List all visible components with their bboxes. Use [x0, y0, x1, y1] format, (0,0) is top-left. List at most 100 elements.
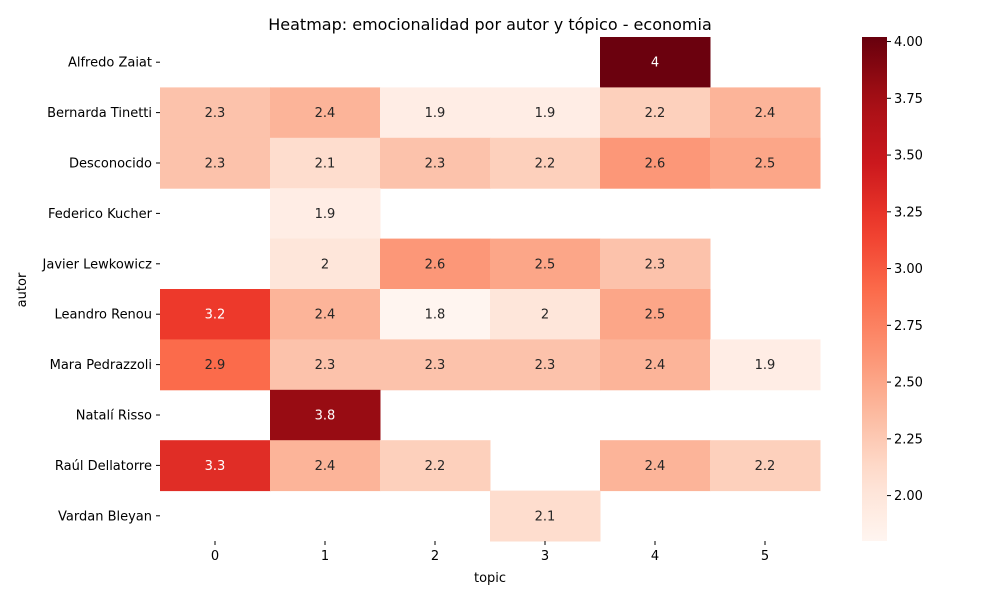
cell-value-label: 1.8	[425, 308, 446, 323]
heatmap-cell	[270, 238, 381, 290]
heatmap-cell	[600, 339, 711, 391]
y-tick-label: Natalí Risso	[76, 409, 152, 424]
x-tick-label: 1	[321, 549, 329, 564]
cell-value-label: 2.3	[425, 358, 446, 373]
cell-value-label: 2.5	[755, 157, 776, 172]
colorbar-gradient	[862, 37, 887, 541]
heatmap-cell	[270, 289, 381, 340]
cell-value-label: 2.3	[645, 257, 666, 272]
cell-value-label: 2.3	[315, 358, 336, 373]
cell-value-label: 2.2	[755, 459, 776, 474]
colorbar-tick-label: 3.25	[894, 205, 923, 220]
cell-value-label: 2.4	[315, 308, 336, 323]
cell-value-label: 2.2	[425, 459, 446, 474]
y-axis-label: autor	[15, 272, 30, 307]
y-tick-label: Leandro Renou	[55, 308, 153, 323]
heatmap-cell	[490, 490, 601, 542]
cell-value-label: 1.9	[315, 207, 336, 222]
heatmap-cell	[380, 289, 491, 340]
cell-value-label: 2.4	[645, 358, 666, 373]
colorbar-tick-label: 3.00	[894, 262, 923, 277]
heatmap-cell	[600, 289, 711, 340]
heatmap-cell	[380, 137, 491, 189]
colorbar-tick-label: 2.75	[894, 319, 923, 334]
colorbar-tick-label: 2.25	[894, 432, 923, 447]
y-tick-label: Vardan Bleyan	[58, 509, 152, 524]
cell-value-label: 1.9	[755, 358, 776, 373]
y-tick-label: Javier Lewkowicz	[42, 257, 153, 272]
heatmap-cells: 4 2.3 2.4 1.9 1.9 2.2 2.4 2.3 2.1 2.3 2.2 2.6 2.5 1.9…	[160, 37, 821, 542]
cell-value-label: 2.5	[645, 308, 666, 323]
heatmap-cell	[270, 137, 381, 189]
y-tick-label: Federico Kucher	[48, 207, 153, 222]
y-tick-labels: Alfredo Zaiat Bernarda Tinetti Desconocido…	[42, 56, 160, 524]
heatmap-cell	[710, 137, 821, 189]
cell-value-label: 2.6	[645, 157, 666, 172]
heatmap-cell	[270, 389, 381, 441]
x-tick-labels: 0 1 2 3 4 5	[211, 541, 769, 564]
cell-value-label: 2.3	[205, 157, 226, 172]
heatmap-cell	[600, 238, 711, 290]
colorbar: 2.00 2.25 2.50 2.75 3.00 3.25 3.50 3.75 4.00	[862, 35, 923, 541]
cell-value-label: 2.2	[535, 157, 556, 172]
heatmap-cell	[490, 87, 601, 139]
cell-value-label: 2.4	[645, 459, 666, 474]
heatmap-cell	[270, 440, 381, 492]
cell-value-label: 2.3	[425, 157, 446, 172]
heatmap-cell	[490, 289, 601, 340]
heatmap-cell	[600, 37, 711, 88]
cell-value-label: 3.8	[315, 409, 336, 424]
heatmap-cell	[600, 137, 711, 189]
cell-value-label: 2.3	[535, 358, 556, 373]
cell-value-label: 2	[321, 257, 329, 272]
cell-value-label: 3.3	[205, 459, 226, 474]
heatmap-cell	[710, 87, 821, 139]
colorbar-tick-label: 3.75	[894, 92, 923, 107]
cell-value-label: 2.1	[315, 157, 336, 172]
cell-value-label: 2.9	[205, 358, 226, 373]
x-tick-label: 5	[761, 549, 769, 564]
heatmap-cell	[380, 339, 491, 391]
heatmap-cell	[710, 440, 821, 492]
heatmap-cell	[160, 440, 271, 492]
x-axis-label: topic	[474, 571, 506, 586]
colorbar-tick-label: 2.00	[894, 489, 923, 504]
cell-value-label: 4	[651, 56, 659, 71]
x-tick-label: 4	[651, 549, 659, 564]
heatmap-cell	[270, 188, 381, 240]
heatmap-cell	[490, 339, 601, 391]
heatmap-cell	[600, 87, 711, 139]
y-tick-label: Desconocido	[69, 157, 152, 172]
heatmap-cell	[490, 238, 601, 290]
cell-value-label: 1.9	[535, 106, 556, 121]
heatmap-cell	[160, 289, 271, 340]
y-tick-label: Raúl Dellatorre	[55, 459, 152, 474]
heatmap-cell	[160, 339, 271, 391]
cell-value-label: 1.9	[425, 106, 446, 121]
y-tick-label: Bernarda Tinetti	[47, 106, 152, 121]
x-tick-label: 3	[541, 549, 549, 564]
heatmap-cell	[380, 238, 491, 290]
cell-value-label: 2.4	[755, 106, 776, 121]
heatmap-cell	[600, 440, 711, 492]
heatmap-cell	[490, 137, 601, 189]
cell-value-label: 2.3	[205, 106, 226, 121]
chart-title: Heatmap: emocionalidad por autor y tópic…	[268, 15, 712, 34]
x-tick-label: 0	[211, 549, 219, 564]
cell-value-label: 2.4	[315, 459, 336, 474]
heatmap-cell	[380, 440, 491, 492]
heatmap-cell	[160, 87, 271, 139]
heatmap-cell	[270, 339, 381, 391]
heatmap-cell	[380, 87, 491, 139]
cell-value-label: 2.6	[425, 257, 446, 272]
cell-value-label: 3.2	[205, 308, 226, 323]
cell-value-label: 2.4	[315, 106, 336, 121]
cell-value-label: 2.2	[645, 106, 666, 121]
x-tick-label: 2	[431, 549, 439, 564]
y-tick-label: Alfredo Zaiat	[68, 56, 152, 71]
colorbar-tick-label: 3.50	[894, 149, 923, 164]
cell-value-label: 2.1	[535, 509, 556, 524]
cell-value-label: 2.5	[535, 257, 556, 272]
colorbar-tick-label: 4.00	[894, 35, 923, 50]
